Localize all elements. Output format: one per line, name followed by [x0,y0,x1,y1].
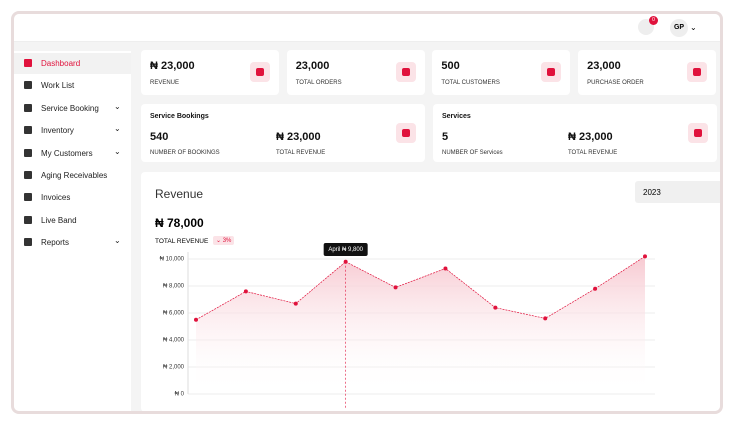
area [196,256,645,394]
summary-label: TOTAL REVENUE [568,150,618,156]
nav-icon [24,81,32,90]
summary-label: TOTAL REVENUE [276,150,326,156]
point [393,285,398,290]
stat-icon [250,62,270,82]
nav-icon [24,59,32,67]
nav-icon [24,171,32,179]
stat-card: 500 TOTAL CUSTOMERS [432,50,571,95]
y-tick-label: ₦ 10,000 [160,257,185,263]
nav-label: Live Band [41,215,77,225]
summary-value: ₦ 23,000 [276,131,321,143]
nav-item[interactable]: Reports ⌄ [14,232,131,253]
topbar: 0 GP ⌄ [14,14,720,42]
summary-label: NUMBER OF BOOKINGS [150,150,220,156]
change-badge: ⌄ 3% [213,236,235,245]
nav-chevron: ⌄ [114,101,121,111]
summary-value: 5 [442,131,449,143]
nav-chevron: ⌄ [114,124,121,134]
nav-item[interactable]: Work List [14,75,131,96]
point [643,254,647,259]
y-tick-label: ₦ 8,000 [163,284,185,290]
revenue-chart: ₦ 0 ₦ 2,000 ₦ 4,000 ₦ 6,000 ₦ 8,000 ₦ 10,000 A… [160,243,655,408]
point [443,266,448,271]
nav-icon [24,126,32,135]
nav-label: Service Booking [41,103,99,113]
summary-value: 540 [150,131,169,143]
nav-label: Invoices [41,193,71,203]
year-select[interactable]: 2023 [635,181,720,203]
stat-label: PURCHASE ORDER [587,80,644,86]
stat-icon [541,62,562,82]
total-revenue-label: TOTAL REVENUE [155,238,209,245]
summary-title: Service Bookings [150,113,209,120]
y-tick-label: ₦ 6,000 [163,311,185,317]
nav-item[interactable]: Invoices [14,187,131,208]
nav-icon [24,238,32,247]
point [493,305,498,310]
summary-title: Services [442,113,471,120]
stat-icon [395,62,416,82]
point [593,286,598,291]
nav-icon [24,215,32,224]
nav-label: Aging Receivables [41,171,108,180]
stat-label: REVENUE [150,80,180,86]
stat-label: TOTAL CUSTOMERS [441,80,500,86]
notification-badge: 0 [649,16,658,25]
year-value: 2023 [643,188,661,197]
tooltip-text: April ₦ 9,800 [328,247,363,253]
stat-value: 500 [441,60,460,72]
tooltip-box [323,243,368,256]
sidebar: Dashboard Work List Service Booking ⌄ Invent… [14,51,131,411]
stat-value: 23,000 [295,60,330,72]
nav-label: Inventory [41,126,74,136]
user-menu-chevron[interactable]: ⌄ [690,23,697,32]
point [293,301,298,306]
nav-item[interactable]: Dashboard [14,53,131,74]
y-tick-label: ₦ 2,000 [163,365,185,371]
point [543,316,548,321]
summary-icon [688,123,708,143]
nav-item[interactable]: My Customers ⌄ [14,143,131,164]
stat-value: 23,000 [587,60,621,72]
app-frame: 0 GP ⌄ Dashboard Work List Service Booking… [11,11,723,414]
summary-icon [396,123,416,143]
nav-icon [24,148,32,157]
nav-label: Dashboard [41,59,81,68]
nav-label: Reports [41,238,70,248]
stat-card: ₦ 23,000 REVENUE [141,50,279,95]
y-tick-label: ₦ 0 [175,392,185,398]
line [195,256,646,321]
summary-card: Services 5 NUMBER OF Services ₦ 23,000 TOTAL… [433,104,717,162]
nav-item[interactable]: Live Band [14,210,131,231]
y-tick-label: ₦ 4,000 [163,338,185,344]
stat-card: 23,000 PURCHASE ORDER [578,50,717,95]
chart-title: Revenue [155,187,204,201]
nav-icon [24,103,32,112]
stat-value: ₦ 23,000 [150,60,195,72]
stat-icon [687,62,708,82]
nav-item[interactable]: Aging Receivables [14,165,131,186]
point [343,259,348,264]
point [194,317,198,322]
change-value: 3% [222,238,232,244]
nav-item[interactable]: Service Booking ⌄ [14,98,131,119]
stat-card: 23,000 TOTAL ORDERS [286,50,425,95]
stat-label: TOTAL ORDERS [295,80,342,86]
nav-item[interactable]: Inventory ⌄ [14,120,131,141]
nav-chevron: ⌄ [114,236,121,246]
nav-label: My Customers [41,148,93,158]
point [243,289,248,294]
nav-chevron: ⌄ [114,146,121,156]
nav-icon [24,193,32,202]
summary-card: Service Bookings 540 NUMBER OF BOOKINGS ₦ 2… [141,104,425,162]
summary-label: NUMBER OF Services [442,150,503,156]
nav-label: Work List [41,81,75,91]
user-avatar[interactable]: GP [670,19,688,37]
summary-value: ₦ 23,000 [568,131,613,143]
total-revenue: ₦ 78,000 [155,216,204,230]
